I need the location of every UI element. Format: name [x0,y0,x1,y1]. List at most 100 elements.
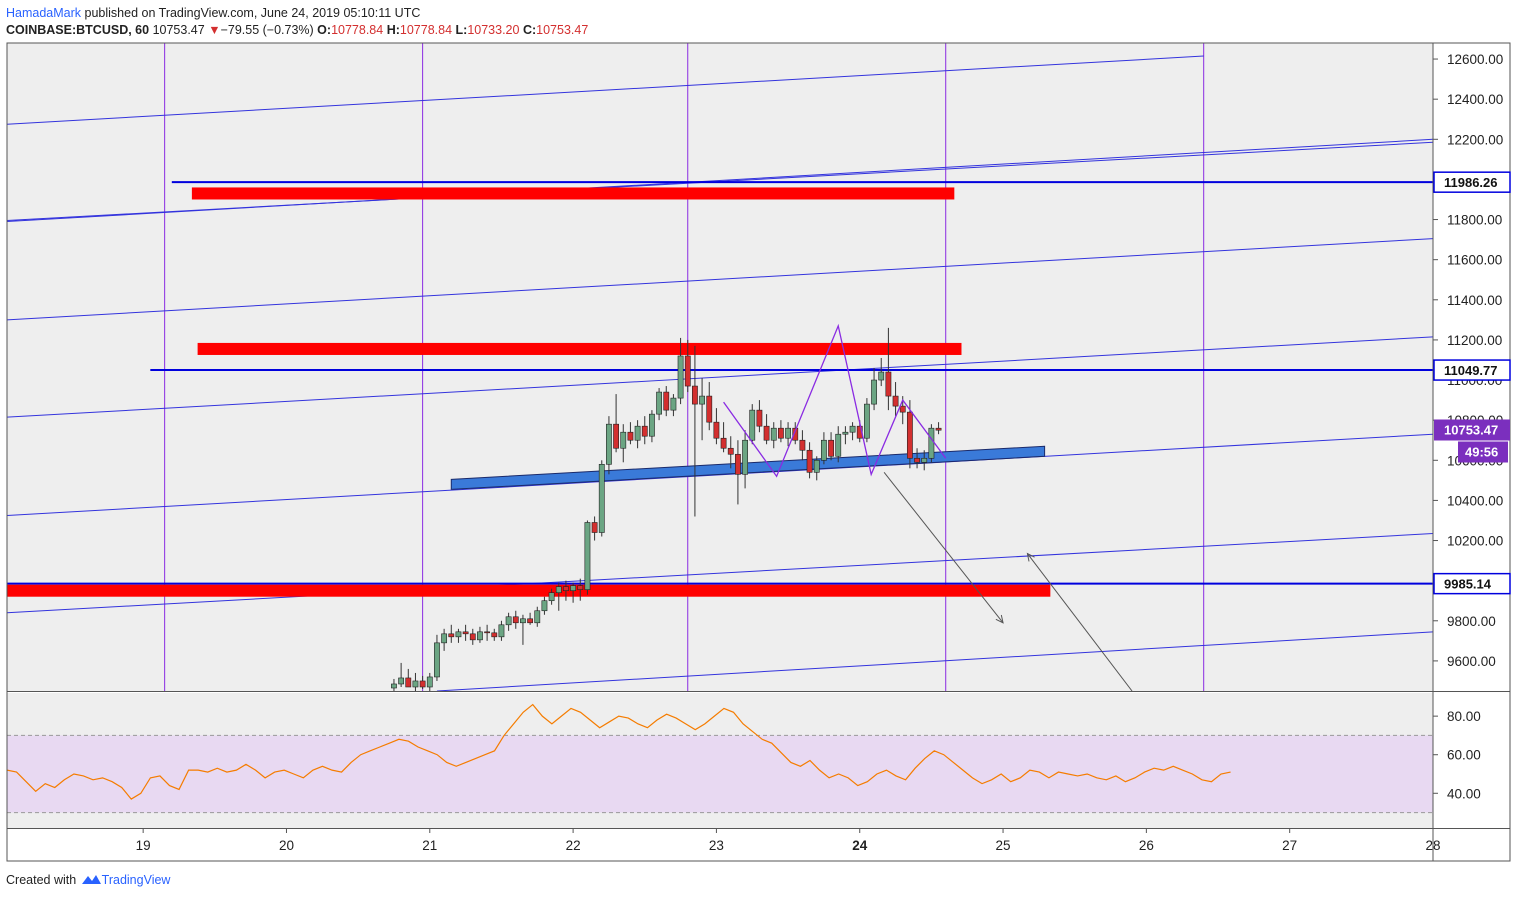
candle-46[interactable] [720,422,727,453]
candle-50[interactable] [749,404,756,445]
candle-38[interactable] [663,386,670,417]
candle-39[interactable] [670,394,677,417]
candle-7[interactable] [441,628,448,651]
candle-72[interactable] [906,400,913,469]
candle-33[interactable] [627,422,634,445]
candle-42[interactable] [692,345,698,517]
candle-9[interactable] [455,628,462,643]
price-level-badge-label-0: 11986.26 [1444,175,1498,190]
channel-line-4[interactable] [7,336,1433,418]
candle-5[interactable] [426,672,433,691]
candle-24[interactable] [563,580,569,601]
candle-29[interactable] [598,460,605,537]
candle-47[interactable] [727,436,734,469]
price-level-badge-0[interactable] [1433,171,1511,193]
candle-68[interactable] [878,357,885,387]
channel-line-0[interactable] [7,55,1204,125]
candle-69[interactable] [885,327,892,411]
candle-2[interactable] [405,668,412,688]
candle-40[interactable] [677,337,684,405]
candle-10[interactable] [462,624,469,641]
candle-53[interactable] [770,422,777,449]
candle-74[interactable] [921,450,928,471]
candle-59[interactable] [813,456,820,481]
candle-45[interactable] [713,408,720,445]
candle-body [842,431,849,435]
candle-66[interactable] [863,398,870,443]
candle-17[interactable] [512,610,519,629]
candle-14[interactable] [491,628,498,641]
candle-4[interactable] [419,675,426,689]
candle-23[interactable] [555,582,562,611]
candle-34[interactable] [634,420,641,449]
candle-22[interactable] [548,588,555,605]
candle-44[interactable] [706,382,713,431]
channel-line-6[interactable] [7,533,1433,614]
candle-61[interactable] [828,432,834,461]
red-zone-0[interactable] [191,187,955,200]
current-price-badge[interactable] [1434,419,1510,441]
candle-16[interactable] [505,612,512,631]
candle-57[interactable] [799,430,806,461]
candle-56[interactable] [792,422,799,445]
trend-arrow-0[interactable] [883,472,1004,624]
candle-64[interactable] [849,422,856,441]
candle-35[interactable] [641,416,648,445]
candle-75[interactable] [928,424,935,463]
red-zone-2[interactable] [7,584,1051,597]
price-level-badge-1[interactable] [1433,359,1511,381]
candle-0[interactable] [391,678,397,691]
time-tick-label-4: 23 [709,838,724,853]
price-change: −79.55 (−0.73%) [220,23,314,37]
candle-54[interactable] [778,420,784,443]
trend-arrow-1[interactable] [1026,552,1133,691]
candle-52[interactable] [763,414,770,445]
candle-51[interactable] [756,400,763,433]
candle-28[interactable] [591,516,598,541]
candle-58[interactable] [806,442,813,479]
candle-31[interactable] [613,394,619,453]
author-link[interactable]: HamadaMark [6,6,82,20]
candle-43[interactable] [699,378,705,441]
candle-67[interactable] [871,368,877,411]
candle-36[interactable] [649,410,655,443]
candle-26[interactable] [577,578,584,601]
candle-6[interactable] [434,634,440,681]
candle-30[interactable] [606,416,612,475]
chart-canvas[interactable]: 9600.009800.0010000.0010200.0010400.0010… [0,0,1518,868]
candle-60[interactable] [821,432,827,465]
channel-line-7[interactable] [436,631,1433,691]
candle-76[interactable] [935,422,942,435]
rsi-band [7,735,1433,813]
candle-32[interactable] [620,424,627,463]
candle-20[interactable] [534,606,541,627]
candle-41[interactable] [684,339,691,393]
rsi-line[interactable] [7,703,1231,800]
candle-62[interactable] [835,426,842,463]
projection-pattern-line[interactable] [723,323,947,478]
candle-body [928,427,935,459]
candle-48[interactable] [735,440,741,505]
candle-63[interactable] [842,426,849,445]
candle-19[interactable] [527,612,534,625]
candle-55[interactable] [785,422,791,447]
candle-21[interactable] [541,596,548,615]
candle-49[interactable] [742,430,748,489]
candle-8[interactable] [448,624,455,643]
tradingview-brand-link[interactable]: TradingView [101,873,171,887]
candle-1[interactable] [398,662,405,687]
candle-15[interactable] [498,620,505,641]
red-zone-1[interactable] [197,342,962,355]
candle-11[interactable] [469,628,476,645]
candle-12[interactable] [477,626,483,643]
candle-70[interactable] [892,382,899,417]
price-level-badge-2[interactable] [1433,572,1511,595]
candle-3[interactable] [412,672,419,691]
candle-73[interactable] [914,448,920,469]
candle-27[interactable] [584,520,591,595]
candle-37[interactable] [656,388,662,421]
candle-18[interactable] [520,614,526,645]
channel-line-3[interactable] [7,238,1433,321]
candle-13[interactable] [484,624,491,641]
candle-25[interactable] [570,582,577,603]
